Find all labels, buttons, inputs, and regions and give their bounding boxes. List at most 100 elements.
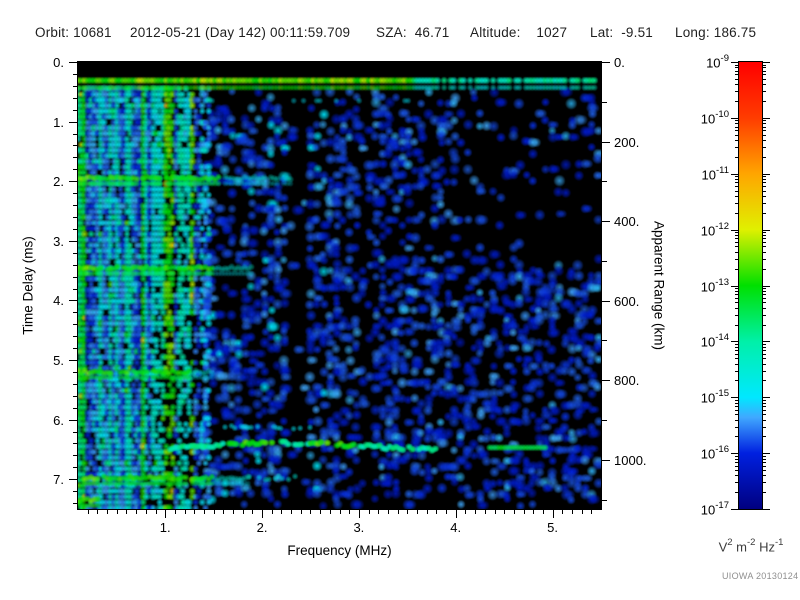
x-minor-tick	[494, 510, 496, 514]
colorbar-minor-tick	[735, 212, 738, 214]
colorbar-minor-tick	[735, 405, 738, 407]
colorbar-minor-tick	[735, 409, 738, 411]
y-minor-tick	[73, 455, 77, 457]
x-minor-tick	[203, 510, 205, 514]
colorbar-minor-tick	[763, 461, 766, 463]
colorbar-minor-tick	[763, 353, 766, 355]
colorbar-minor-tick	[735, 492, 738, 494]
colorbar-minor-tick	[735, 126, 738, 128]
time-delay-axis-label: Time Delay (ms)	[20, 235, 36, 335]
y-minor-tick	[73, 312, 77, 314]
colorbar-minor-tick	[735, 186, 738, 188]
x-minor-tick	[87, 510, 89, 514]
colorbar-minor-tick	[735, 84, 738, 86]
colorbar-minor-tick	[763, 74, 766, 76]
colorbar-minor-tick	[763, 78, 766, 80]
colorbar-minor-tick	[735, 302, 738, 304]
x-minor-tick	[107, 510, 109, 514]
x-minor-tick	[233, 510, 234, 514]
x-tick	[358, 510, 360, 518]
y-minor-tick	[73, 264, 77, 266]
colorbar-minor-tick	[763, 307, 766, 309]
colorbar-tick	[763, 229, 770, 231]
x-minor-tick	[252, 510, 254, 514]
x-minor-tick	[533, 510, 535, 514]
y-minor-tick	[73, 145, 77, 147]
colorbar-minor-tick	[763, 64, 766, 66]
x-minor-tick	[281, 510, 283, 514]
x-minor-tick	[571, 510, 573, 514]
colorbar-tick	[731, 397, 738, 399]
colorbar-minor-tick	[763, 235, 766, 236]
y2-tick-label: 200.	[614, 134, 640, 150]
colorbar-minor-tick	[735, 182, 738, 184]
colorbar-minor-tick	[763, 302, 766, 304]
y-tick	[69, 62, 77, 63]
x-minor-tick	[504, 510, 506, 514]
colorbar-minor-tick	[735, 297, 738, 299]
colorbar-minor-tick	[735, 288, 738, 290]
colorbar-minor-tick	[735, 123, 738, 125]
colorbar-tick	[763, 285, 770, 287]
colorbar-minor-tick	[763, 176, 766, 178]
y-tick-label: 2.	[53, 174, 64, 190]
x-minor-tick	[145, 510, 147, 514]
colorbar-tick-label: 10-16	[700, 444, 729, 462]
header-field: Long: 186.75	[675, 25, 757, 40]
y-tick	[69, 181, 77, 183]
colorbar-minor-tick	[763, 436, 766, 438]
y2-tick	[602, 300, 610, 302]
colorbar-minor-tick	[735, 156, 738, 158]
x-minor-tick	[155, 510, 157, 514]
colorbar-minor-tick	[735, 290, 738, 292]
colorbar-minor-tick	[735, 353, 738, 355]
y-minor-tick	[73, 371, 77, 373]
colorbar-minor-tick	[735, 436, 738, 438]
x-minor-tick	[513, 510, 515, 514]
colorbar-minor-tick	[735, 419, 738, 421]
y-minor-tick	[73, 109, 77, 111]
y-minor-tick	[73, 85, 77, 87]
y2-minor-tick	[602, 340, 607, 342]
colorbar-minor-tick	[763, 419, 766, 421]
colorbar-minor-tick	[735, 232, 738, 234]
colorbar-minor-tick	[735, 414, 738, 416]
x-minor-tick	[339, 510, 341, 514]
header-field: 2012-05-21 (Day 142) 00:11:59.709	[130, 25, 351, 40]
y2-minor-tick	[602, 260, 607, 262]
colorbar-minor-tick	[763, 182, 766, 184]
colorbar-minor-tick	[735, 67, 738, 69]
x-tick-label: 5.	[547, 520, 558, 535]
y-tick	[69, 300, 77, 302]
colorbar-minor-tick	[763, 465, 766, 467]
colorbar-minor-tick	[763, 203, 766, 204]
x-tick	[165, 510, 167, 518]
colorbar-tick-label: 10-10	[700, 108, 729, 127]
colorbar-minor-tick	[735, 78, 738, 80]
colorbar-minor-tick	[763, 101, 766, 103]
y2-tick	[602, 221, 610, 223]
y-minor-tick	[73, 73, 77, 75]
header-field: Orbit: 10681	[35, 25, 112, 40]
y-tick	[69, 419, 77, 421]
colorbar-minor-tick	[735, 70, 738, 72]
x-minor-tick	[320, 510, 322, 514]
x-minor-tick	[465, 510, 467, 514]
y-minor-tick	[73, 503, 77, 504]
y-minor-tick	[73, 336, 77, 338]
x-minor-tick	[397, 510, 399, 514]
colorbar-minor-tick	[763, 324, 766, 326]
colorbar-tick	[763, 117, 770, 119]
colorbar-minor-tick	[763, 91, 766, 93]
y2-tick-label: 600.	[614, 293, 640, 309]
colorbar-minor-tick	[735, 399, 738, 401]
colorbar-minor-tick	[763, 414, 766, 416]
x-minor-tick	[407, 510, 409, 514]
colorbar-minor-tick	[735, 64, 738, 66]
y-tick-label: 1.	[53, 114, 64, 130]
colorbar-minor-tick	[763, 350, 766, 351]
x-minor-tick	[300, 510, 302, 514]
colorbar-minor-tick	[735, 242, 738, 243]
x-minor-tick	[126, 510, 128, 514]
x-minor-tick	[562, 510, 564, 514]
